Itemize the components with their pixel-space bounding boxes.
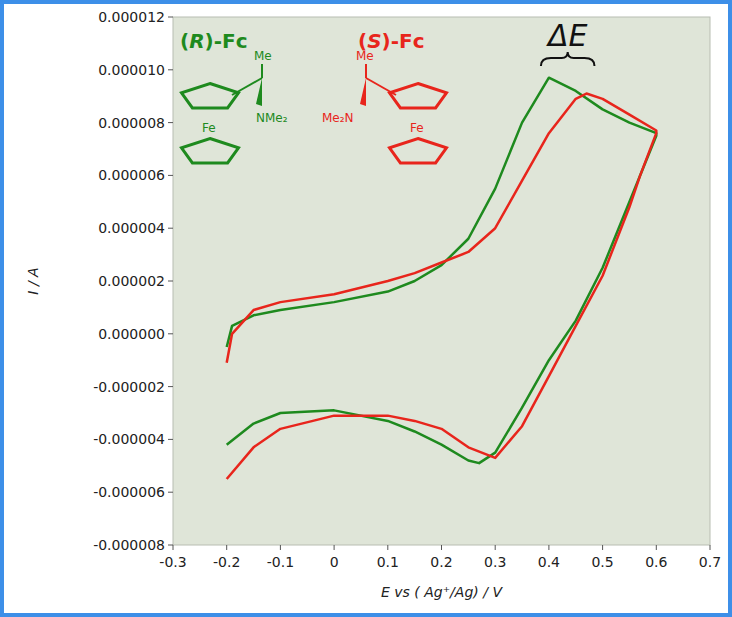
x-tick bbox=[173, 545, 174, 550]
y-tick bbox=[168, 122, 173, 123]
y-tick bbox=[168, 69, 173, 70]
cp-ring bbox=[390, 139, 447, 163]
y-tick-label: 0.000002 bbox=[98, 273, 165, 289]
x-tick bbox=[226, 545, 227, 550]
chart: -0.000008 -0.000006 -0.000004 -0.000002 0.00… bbox=[0, 0, 732, 617]
x-tick bbox=[602, 545, 603, 550]
bond bbox=[232, 78, 262, 95]
x-tick-label: 0.4 bbox=[538, 554, 560, 570]
y-tick-label: -0.000008 bbox=[93, 537, 165, 553]
x-tick bbox=[334, 545, 335, 550]
x-tick-label: 0.2 bbox=[430, 554, 452, 570]
y-tick-label: 0.000010 bbox=[98, 62, 165, 78]
annotation: Fe bbox=[202, 121, 216, 135]
x-tick-label: 0 bbox=[330, 554, 339, 570]
cv-curve bbox=[227, 78, 657, 463]
legend-label: (R)-Fc bbox=[180, 29, 248, 53]
x-tick bbox=[495, 545, 496, 550]
x-tick-label: 0.6 bbox=[645, 554, 667, 570]
y-tick bbox=[168, 386, 173, 387]
cp-ring bbox=[390, 84, 447, 108]
annotation: ΔE bbox=[546, 18, 588, 53]
series-group bbox=[227, 78, 657, 479]
annotation: Me bbox=[356, 49, 374, 63]
annotation: NMe₂ bbox=[256, 111, 288, 125]
wedge bbox=[256, 78, 262, 106]
x-tick-label: 0.5 bbox=[591, 554, 613, 570]
annotation: Me bbox=[254, 49, 272, 63]
y-tick bbox=[168, 439, 173, 440]
x-axis-title: E vs ( Ag⁺/Ag) / V bbox=[381, 584, 503, 600]
x-tick-label: 0.7 bbox=[699, 554, 721, 570]
y-axis-title: I / A bbox=[25, 267, 41, 294]
y-tick bbox=[168, 175, 173, 176]
y-tick-label: 0.000012 bbox=[98, 9, 165, 25]
cv-curve bbox=[227, 94, 657, 479]
x-tick-label: -0.2 bbox=[213, 554, 240, 570]
x-tick bbox=[710, 545, 711, 550]
frame-border bbox=[2, 2, 730, 615]
wedge bbox=[360, 78, 366, 106]
x-tick bbox=[656, 545, 657, 550]
annotation: Fe bbox=[410, 121, 424, 135]
bond bbox=[366, 78, 396, 95]
y-tick-label: -0.000006 bbox=[93, 484, 165, 500]
y-tick bbox=[168, 492, 173, 493]
y-tick-label: 0.000008 bbox=[98, 115, 165, 131]
x-tick-label: -0.3 bbox=[159, 554, 186, 570]
y-tick bbox=[168, 228, 173, 229]
x-tick bbox=[548, 545, 549, 550]
x-tick bbox=[280, 545, 281, 550]
y-tick-label: 0.000000 bbox=[98, 326, 165, 342]
annotation: Me₂N bbox=[322, 111, 354, 125]
delta-e-bracket bbox=[541, 52, 595, 66]
plot-area bbox=[173, 17, 710, 545]
x-tick-label: 0.1 bbox=[377, 554, 399, 570]
y-tick bbox=[168, 545, 173, 546]
y-tick bbox=[168, 281, 173, 282]
x-tick-label: -0.1 bbox=[267, 554, 294, 570]
x-tick bbox=[441, 545, 442, 550]
cp-ring bbox=[182, 84, 239, 108]
y-tick bbox=[168, 333, 173, 334]
y-tick-label: -0.000002 bbox=[93, 379, 165, 395]
y-tick bbox=[168, 17, 173, 18]
y-tick-label: 0.000006 bbox=[98, 167, 165, 183]
y-tick-label: -0.000004 bbox=[93, 431, 165, 447]
bond bbox=[365, 64, 367, 78]
x-tick bbox=[387, 545, 388, 550]
x-tick-label: 0.3 bbox=[484, 554, 506, 570]
cp-ring bbox=[182, 139, 239, 163]
y-tick-label: 0.000004 bbox=[98, 220, 165, 236]
legend bbox=[182, 64, 447, 163]
bond bbox=[261, 64, 263, 78]
